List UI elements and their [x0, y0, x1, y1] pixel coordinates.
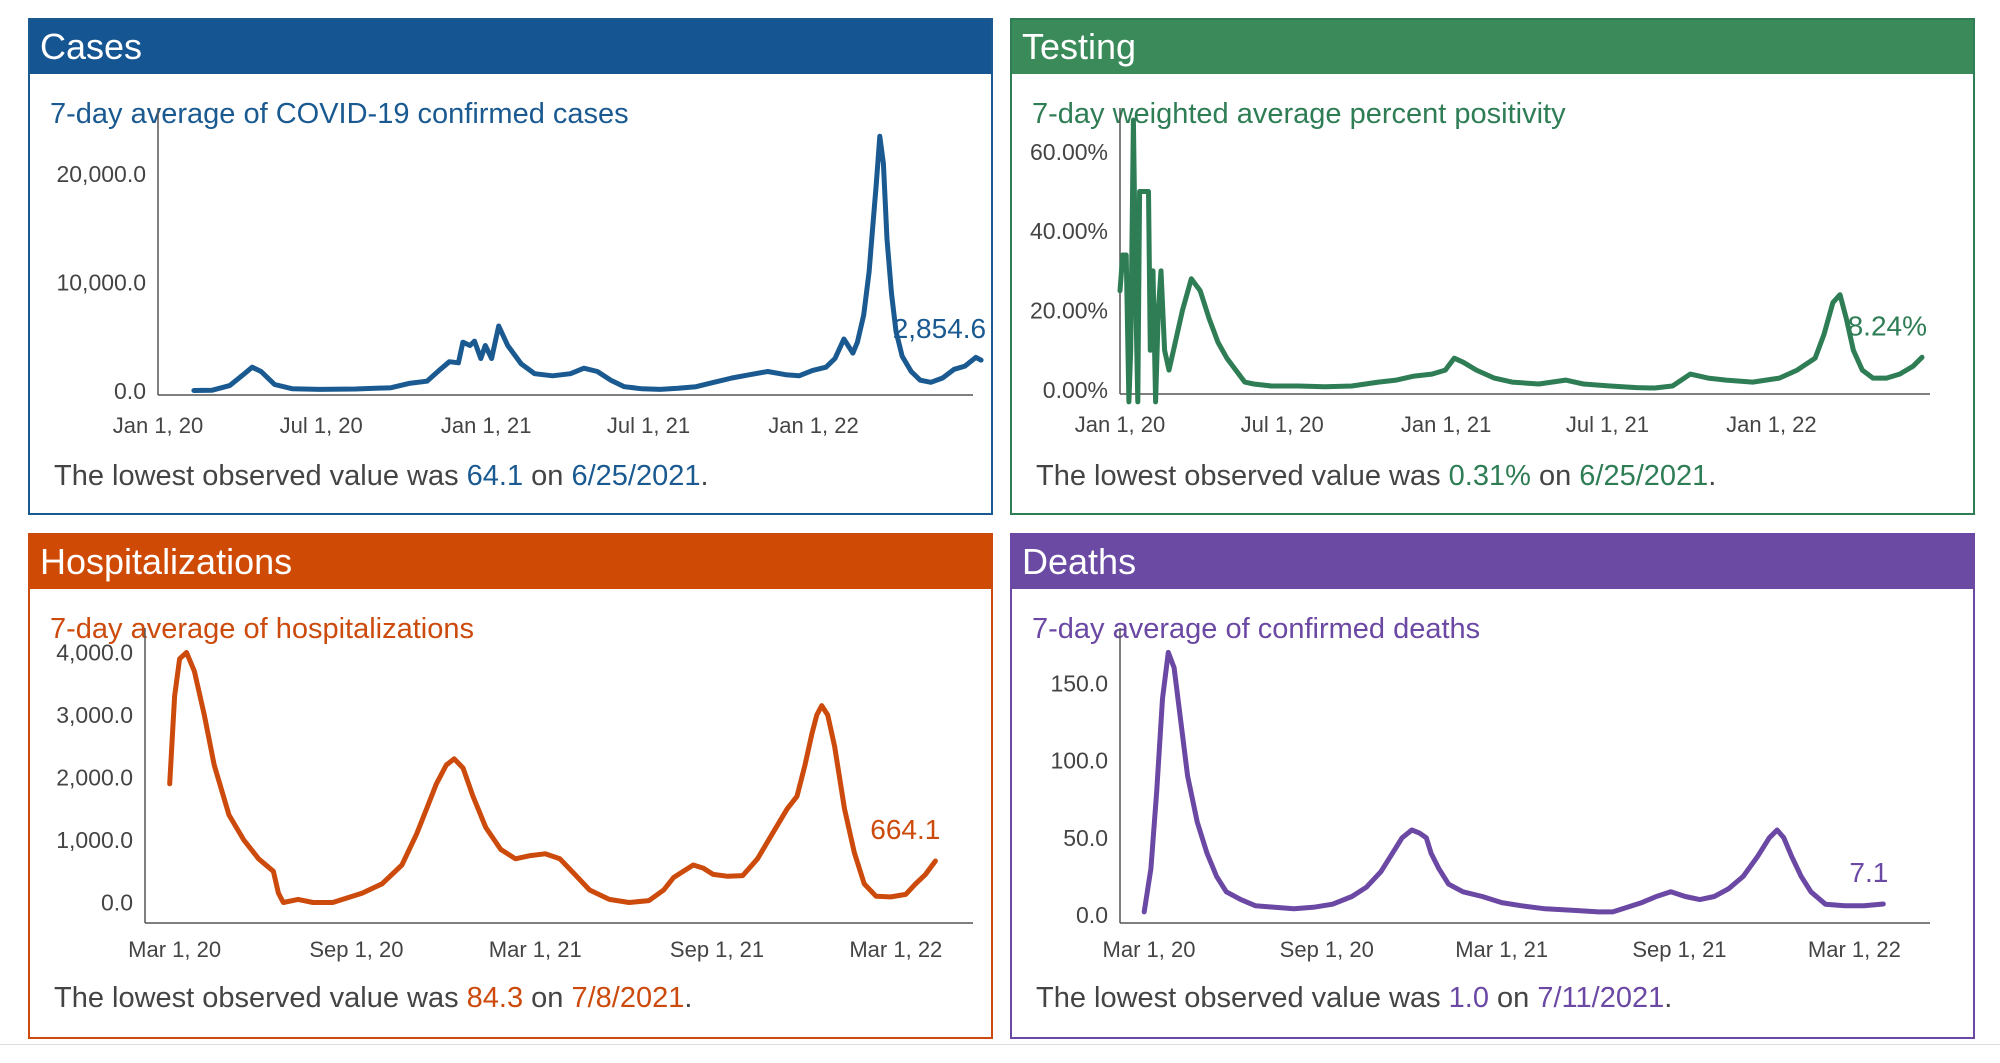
- lowest-value-note: The lowest observed value was 84.3 on 7/…: [54, 982, 692, 1015]
- note-suffix: .: [684, 982, 693, 1014]
- x-tick-label: Mar 1, 22: [1808, 937, 1901, 962]
- last-value-label: 2,854.6: [893, 313, 986, 344]
- y-tick-label: 0.00%: [1043, 377, 1108, 403]
- note-suffix: .: [1664, 982, 1673, 1014]
- note-prefix: The lowest observed value was: [1036, 460, 1449, 492]
- panel-header: Hospitalizations: [30, 535, 991, 589]
- note-mid: on: [1530, 460, 1580, 492]
- note-value: 64.1: [466, 460, 524, 492]
- x-tick-label: Jan 1, 21: [1401, 412, 1492, 437]
- note-date: 7/8/2021: [571, 982, 685, 1014]
- panel-header: Testing: [1012, 20, 1973, 74]
- note-value: 0.31%: [1448, 460, 1531, 492]
- y-tick-label: 40.00%: [1030, 218, 1108, 244]
- note-prefix: The lowest observed value was: [54, 982, 467, 1014]
- x-tick-label: Jul 1, 21: [607, 413, 690, 438]
- y-tick-label: 2,000.0: [56, 765, 133, 791]
- y-tick-label: 100.0: [1050, 748, 1108, 774]
- panel-header: Cases: [30, 20, 991, 74]
- x-tick-label: Jan 1, 22: [768, 413, 859, 438]
- page-divider: [0, 1044, 2000, 1045]
- x-tick-label: Sep 1, 20: [309, 937, 403, 962]
- last-value-label: 664.1: [870, 814, 940, 845]
- axes: [157, 108, 973, 396]
- note-suffix: .: [1708, 460, 1717, 492]
- x-tick-label: Jan 1, 20: [1075, 412, 1166, 437]
- x-tick-label: Jan 1, 20: [113, 413, 204, 438]
- lowest-value-note: The lowest observed value was 0.31% on 6…: [1036, 460, 1716, 493]
- lowest-value-note: The lowest observed value was 1.0 on 7/1…: [1036, 982, 1672, 1015]
- note-mid: on: [523, 982, 572, 1014]
- x-tick-label: Sep 1, 20: [1280, 937, 1374, 962]
- y-tick-label: 20,000.0: [56, 161, 146, 187]
- panel-deaths: Deaths 7-day average of confirmed deaths…: [1010, 533, 1975, 1039]
- axes: [1119, 628, 1930, 924]
- cases-chart: 0.0 10,000.0 20,000.0 Jan 1, 20 Jul 1, 20 Jan…: [56, 108, 986, 438]
- panel-cases: Cases 7-day average of COVID-19 confirme…: [28, 18, 993, 515]
- lowest-value-note: The lowest observed value was 64.1 on 6/…: [54, 460, 709, 493]
- panel-testing: Testing 7-day weighted average percent p…: [1010, 18, 1975, 515]
- note-suffix: .: [700, 460, 709, 492]
- y-tick-label: 0.0: [114, 378, 146, 404]
- axes: [144, 628, 973, 924]
- last-value-label: 7.1: [1849, 857, 1888, 888]
- y-tick-label: 0.0: [1076, 902, 1108, 928]
- x-tick-label: Jul 1, 21: [1566, 412, 1649, 437]
- x-tick-label: Sep 1, 21: [670, 937, 764, 962]
- x-tick-label: Jul 1, 20: [280, 413, 363, 438]
- note-mid: on: [523, 460, 572, 492]
- panel-header: Deaths: [1012, 535, 1973, 589]
- note-prefix: The lowest observed value was: [54, 460, 467, 492]
- y-tick-label: 1,000.0: [56, 827, 133, 853]
- x-tick-label: Mar 1, 21: [1455, 937, 1548, 962]
- deaths-chart: 0.0 50.0 100.0 150.0 Mar 1, 20 Sep 1, 20 Mar 1…: [1050, 628, 1930, 962]
- note-value: 1.0: [1448, 982, 1489, 1014]
- note-mid: on: [1488, 982, 1538, 1014]
- hospitalizations-chart: 0.0 1,000.0 2,000.0 3,000.0 4,000.0 Mar 1, 20…: [56, 628, 973, 962]
- axes: [1119, 108, 1930, 395]
- note-date: 6/25/2021: [571, 460, 701, 492]
- x-tick-label: Sep 1, 21: [1632, 937, 1726, 962]
- y-tick-label: 0.0: [101, 890, 133, 916]
- series-line: [167, 650, 938, 905]
- note-date: 6/25/2021: [1579, 460, 1709, 492]
- y-tick-label: 60.00%: [1030, 139, 1108, 165]
- x-tick-label: Jan 1, 21: [441, 413, 532, 438]
- panel-hospitalizations: Hospitalizations 7-day average of hospit…: [28, 533, 993, 1039]
- note-value: 84.3: [466, 982, 524, 1014]
- y-tick-label: 20.00%: [1030, 298, 1108, 324]
- x-tick-label: Jan 1, 22: [1726, 412, 1817, 437]
- series-line: [1117, 117, 1925, 405]
- testing-chart: 0.00% 20.00% 40.00% 60.00% Jan 1, 20 Jul 1, 2…: [1030, 108, 1930, 437]
- y-tick-label: 150.0: [1050, 670, 1108, 696]
- chart-subtitle: 7-day weighted average percent positivit…: [1032, 98, 1566, 130]
- note-prefix: The lowest observed value was: [1036, 982, 1449, 1014]
- x-tick-label: Mar 1, 20: [1103, 937, 1196, 962]
- last-value-label: 8.24%: [1848, 310, 1927, 341]
- y-tick-label: 50.0: [1063, 825, 1108, 851]
- chart-subtitle: 7-day average of confirmed deaths: [1032, 613, 1481, 645]
- y-tick-label: 4,000.0: [56, 640, 133, 666]
- x-tick-label: Mar 1, 22: [849, 937, 942, 962]
- chart-subtitle: 7-day average of hospitalizations: [50, 613, 474, 645]
- series-line: [1141, 649, 1886, 915]
- series-line: [191, 133, 984, 393]
- x-tick-label: Mar 1, 21: [489, 937, 582, 962]
- y-tick-label: 10,000.0: [56, 270, 146, 296]
- x-tick-label: Mar 1, 20: [128, 937, 221, 962]
- note-date: 7/11/2021: [1537, 982, 1665, 1014]
- chart-subtitle: 7-day average of COVID-19 confirmed case…: [50, 98, 629, 130]
- x-tick-label: Jul 1, 20: [1241, 412, 1324, 437]
- y-tick-label: 3,000.0: [56, 702, 133, 728]
